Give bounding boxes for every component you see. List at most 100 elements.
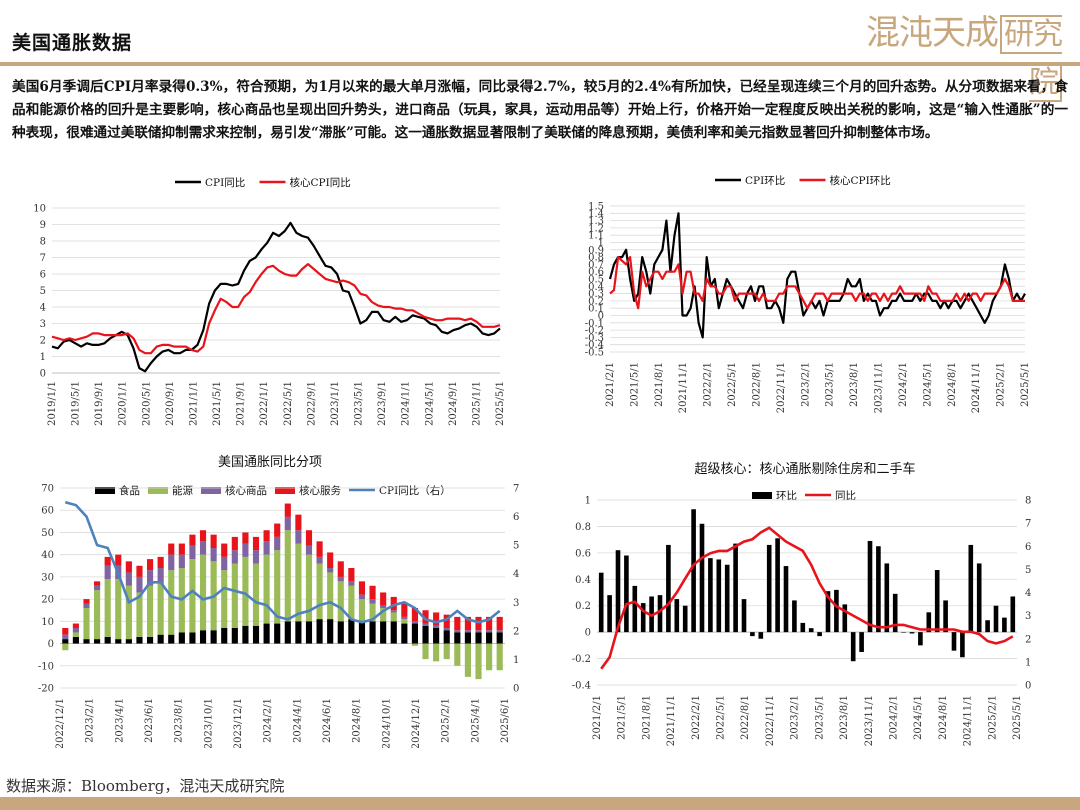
y-tick-label: 6	[40, 270, 46, 281]
x-tick-label: 2022/12/1	[55, 698, 66, 748]
bar-supercore-mom	[640, 603, 646, 633]
x-tick-label: 2024/5/1	[424, 381, 435, 426]
y2-tick-label: 0	[513, 684, 519, 695]
summary-paragraph: 美国6月季调后CPI月率录得0.3%，符合预期，为1月以来的最大单月涨幅，同比录…	[12, 79, 1068, 141]
bar-core-goods	[295, 530, 302, 544]
bar-energy	[94, 590, 101, 640]
bar-supercore-mom	[892, 593, 898, 633]
bar-energy	[83, 608, 90, 640]
x-tick-label: 2023/2/1	[85, 698, 96, 743]
chart-title: 超级核心：核心通胀剔除住房和二手车	[694, 461, 915, 477]
bar-core-services	[252, 536, 260, 551]
bar-food	[496, 632, 503, 644]
y2-tick-label: 0	[1025, 681, 1031, 692]
x-tick-label: 2023/11/1	[864, 695, 875, 746]
legend-label: 环比	[776, 489, 797, 502]
bar-energy	[274, 550, 281, 624]
bar-core-goods	[221, 556, 228, 571]
bar-core-services	[199, 530, 207, 542]
bar-food	[252, 625, 260, 644]
bar-core-goods	[327, 568, 334, 573]
x-tick-label: 2024/5/1	[922, 362, 933, 407]
bar-core-services	[178, 543, 185, 555]
x-tick-label: 2022/8/1	[751, 362, 762, 407]
legend-label: 食品	[119, 484, 140, 497]
bar-core-services	[380, 592, 387, 606]
y-tick-label: 0.6	[588, 267, 604, 278]
bar-food	[274, 623, 281, 644]
bar-core-goods	[125, 572, 132, 586]
x-tick-label: 2025/2/1	[996, 362, 1007, 407]
y-tick-label: -20	[38, 684, 54, 695]
bar-food	[242, 625, 249, 644]
bar-core-services	[62, 628, 69, 635]
bar-food	[380, 621, 387, 644]
bar-core-services	[210, 534, 217, 548]
bar-supercore-mom	[691, 509, 696, 633]
bar-energy	[62, 643, 69, 651]
y2-tick-label: 3	[1025, 611, 1031, 622]
x-tick-label: 2025/6/1	[500, 698, 511, 743]
bar-supercore-mom	[808, 628, 814, 633]
y-tick-label: 1.2	[588, 223, 604, 234]
bar-food	[263, 623, 270, 644]
x-tick-label: 2023/12/1	[233, 698, 244, 748]
x-tick-label: 2022/11/1	[765, 695, 776, 746]
y2-tick-label: 6	[1025, 542, 1031, 553]
y-tick-label: -0.2	[585, 326, 604, 337]
bar-core-goods	[454, 630, 461, 633]
bar-core-services	[94, 581, 101, 586]
legend-label: 核心商品	[225, 484, 267, 497]
bar-core-services	[136, 565, 143, 577]
y-tick-label: -0.2	[572, 654, 591, 665]
bar-core-goods	[486, 630, 493, 633]
brand-logo: 混沌天成 研究院	[866, 13, 1063, 102]
bar-core-services	[295, 514, 302, 531]
x-tick-label: 2019/9/1	[94, 381, 105, 426]
bar-supercore-mom	[842, 604, 848, 633]
bar-energy	[189, 559, 196, 633]
y-tick-label: 0.8	[575, 522, 591, 533]
x-tick-label: 2024/8/1	[352, 698, 363, 743]
y-tick-label: 10	[41, 617, 54, 628]
bar-food	[433, 628, 440, 644]
legend-swatch	[95, 487, 115, 494]
bar-supercore-mom	[699, 523, 705, 633]
bar-supercore-mom	[750, 632, 755, 637]
bar-food	[464, 632, 471, 644]
bar-energy	[125, 585, 132, 640]
bar-core-services	[443, 614, 450, 628]
x-tick-label: 2023/10/1	[203, 698, 214, 748]
bar-food	[199, 630, 207, 644]
bar-core-goods	[358, 594, 366, 600]
series-line-core-cpi-yoy	[51, 263, 501, 355]
bar-food	[146, 636, 154, 644]
series-line-supercore-yoy	[600, 526, 1014, 670]
bar-energy	[72, 632, 79, 637]
x-tick-label: 2023/5/1	[814, 695, 825, 740]
bar-energy	[337, 581, 344, 622]
bar-food	[231, 628, 238, 644]
bar-supercore-mom	[859, 632, 864, 652]
bar-supercore-mom	[708, 558, 713, 633]
bar-energy	[358, 599, 366, 622]
page-title: 美国通胀数据	[12, 32, 133, 54]
x-tick-label: 2023/5/1	[825, 362, 836, 407]
x-tick-label: 2021/5/1	[629, 362, 640, 407]
footer-bar	[0, 797, 1080, 810]
bar-energy	[199, 554, 207, 631]
y-tick-label: 1.3	[588, 216, 604, 227]
bar-core-goods	[380, 605, 387, 608]
bar-core-services	[305, 530, 313, 546]
y-tick-label: 3	[40, 319, 46, 330]
bar-core-goods	[433, 625, 440, 628]
bar-core-goods	[390, 610, 397, 613]
bar-supercore-mom	[968, 544, 974, 633]
bar-energy	[433, 643, 440, 662]
bar-food	[168, 634, 175, 644]
bar-core-services	[104, 556, 111, 566]
bar-supercore-mom	[884, 563, 890, 633]
bar-core-goods	[263, 541, 270, 555]
bar-supercore-mom	[657, 595, 663, 633]
bar-core-services	[337, 561, 344, 577]
